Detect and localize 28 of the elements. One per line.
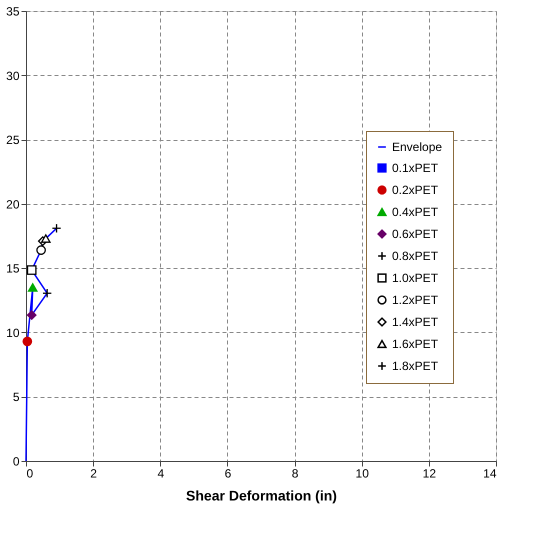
x-tick-label: 8: [292, 466, 299, 480]
y-tick-label: 15: [6, 262, 20, 276]
legend-label: 0.6xPET: [392, 227, 439, 241]
x-axis-title: Shear Deformation (in): [186, 488, 337, 504]
y-tick-label: 10: [6, 326, 20, 340]
x-tick-label: 0: [26, 466, 34, 480]
x-tick-label: 10: [356, 466, 370, 480]
legend-label: 1.0xPET: [392, 271, 439, 285]
legend-label: 0.8xPET: [392, 249, 439, 263]
x-tick-label: 12: [422, 466, 436, 480]
legend-label: Envelope: [392, 140, 442, 154]
legend-label: 0.2xPET: [392, 183, 439, 197]
legend-label: 1.8xPET: [392, 359, 439, 373]
legend-label: 1.6xPET: [392, 337, 439, 351]
y-tick-label: 35: [6, 4, 20, 18]
y-tick-label: 30: [6, 68, 20, 83]
legend-label: 1.2xPET: [392, 293, 439, 307]
legend-label: 0.1xPET: [392, 161, 439, 175]
x-tick-label: 4: [157, 466, 164, 480]
legend-label: 1.4xPET: [392, 315, 439, 329]
y-tick-label: 5: [12, 390, 20, 404]
y-tick-label: 25: [6, 133, 20, 148]
x-tick-label: 6: [224, 466, 232, 480]
y-tick-label: 20: [6, 197, 20, 212]
x-tick-label: 2: [90, 466, 98, 480]
y-tick-label: 0: [12, 454, 20, 468]
legend-label: 0.4xPET: [392, 205, 439, 219]
x-tick-label: 14: [483, 466, 497, 480]
